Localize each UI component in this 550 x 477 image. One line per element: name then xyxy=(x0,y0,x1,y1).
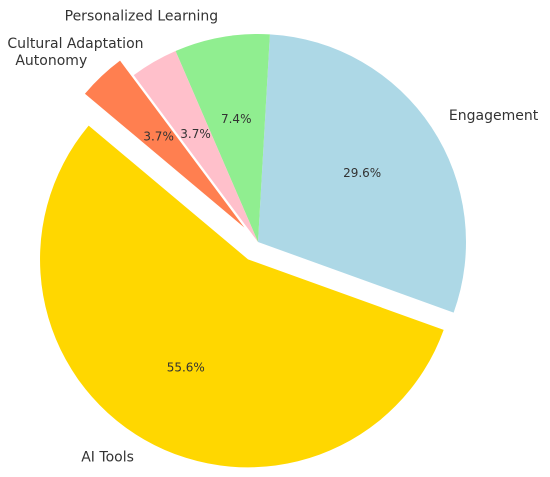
pie-slice-cultural-adaptation xyxy=(133,51,258,243)
pie-labels: 55.6% AI Tools 29.6% Engagement 7.4% Personal… xyxy=(7,9,538,466)
category-label-autonomy: Autonomy xyxy=(15,53,87,69)
pie-slice-engagement xyxy=(258,34,467,313)
category-label-personalized-learning: Personalized Learning xyxy=(65,9,218,25)
pct-label-engagement: 29.6% xyxy=(343,166,381,180)
pie-slice-personalized-learning xyxy=(175,34,270,243)
pie-slice-ai-tools xyxy=(40,125,444,468)
category-label-ai-tools: AI Tools xyxy=(81,450,134,466)
pie-slice-autonomy xyxy=(84,60,245,228)
pie-slices xyxy=(40,34,467,468)
pct-label-autonomy: 3.7% xyxy=(143,130,174,144)
pct-label-personalized-learning: 7.4% xyxy=(221,112,252,126)
category-label-cultural-adaptation: Cultural Adaptation xyxy=(7,36,143,52)
pct-label-cultural-adaptation: 3.7% xyxy=(180,127,211,141)
pct-label-ai-tools: 55.6% xyxy=(167,361,205,375)
category-label-engagement: Engagement xyxy=(449,108,539,124)
